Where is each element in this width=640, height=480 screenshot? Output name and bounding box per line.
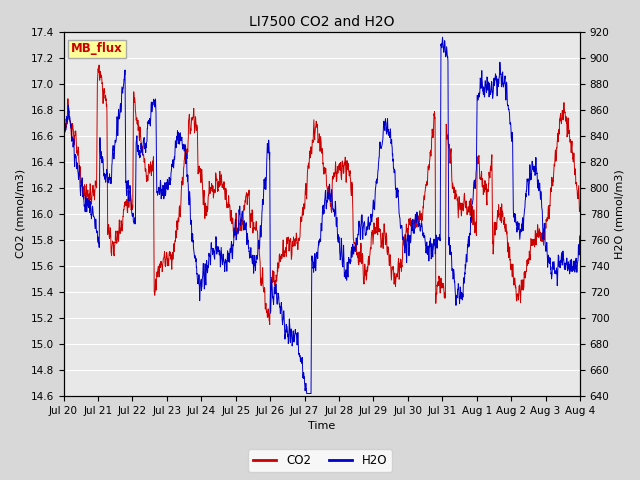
X-axis label: Time: Time (308, 421, 335, 432)
Line: H2O: H2O (63, 37, 580, 394)
H2O (297, 355, 305, 360)
H2O (303, 391, 310, 396)
CO2 (298, 217, 305, 223)
CO2 (266, 322, 273, 327)
Line: CO2: CO2 (63, 65, 580, 324)
H2O (438, 34, 446, 40)
Text: MB_flux: MB_flux (71, 43, 123, 56)
CO2 (86, 188, 93, 194)
H2O (467, 215, 474, 220)
H2O (561, 264, 569, 270)
CO2 (562, 115, 570, 121)
H2O (60, 146, 67, 152)
H2O (311, 251, 319, 256)
CO2 (311, 129, 319, 135)
Y-axis label: CO2 (mmol/m3): CO2 (mmol/m3) (15, 169, 25, 258)
CO2 (95, 62, 103, 68)
H2O (86, 206, 93, 212)
H2O (562, 266, 570, 272)
CO2 (561, 112, 569, 118)
Legend: CO2, H2O: CO2, H2O (248, 449, 392, 472)
H2O (576, 233, 584, 239)
Y-axis label: H2O (mmol/m3): H2O (mmol/m3) (615, 169, 625, 259)
CO2 (576, 205, 584, 211)
CO2 (60, 136, 67, 142)
Title: LI7500 CO2 and H2O: LI7500 CO2 and H2O (249, 15, 394, 29)
CO2 (467, 200, 474, 206)
